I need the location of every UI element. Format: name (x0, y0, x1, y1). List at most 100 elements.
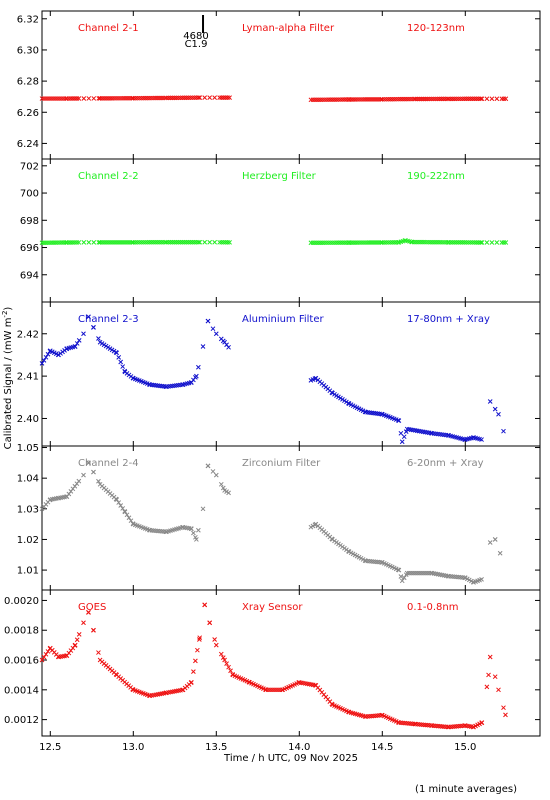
data-point (74, 341, 80, 346)
data-point (189, 680, 194, 685)
data-point (492, 537, 498, 542)
data-point (120, 364, 126, 369)
data-point (218, 651, 224, 657)
data-point (126, 515, 132, 521)
data-point (226, 664, 231, 670)
y-tick-label: 0.0012 (4, 715, 39, 726)
data-point (128, 518, 134, 524)
data-point (197, 635, 203, 641)
data-point (96, 650, 101, 655)
data-point (197, 239, 203, 245)
data-point (492, 406, 498, 412)
data-point (487, 654, 493, 660)
data-point (197, 95, 203, 100)
data-point (213, 331, 219, 337)
y-axis-title-close: ) (3, 307, 14, 311)
data-point (487, 399, 493, 404)
y-axis-title: Calibrated Signal / (mW m-2) (1, 307, 14, 450)
data-point (81, 472, 86, 478)
panel-band: 0.1-0.8nm (407, 602, 459, 613)
data-point (478, 240, 483, 245)
data-point (202, 95, 208, 100)
data-point (484, 684, 490, 690)
data-point (398, 430, 404, 436)
data-point (396, 418, 402, 423)
data-point (401, 434, 407, 440)
panel-band: 17-80nm + Xray (407, 314, 490, 325)
data-point (191, 530, 196, 536)
y-tick-label: 0.0018 (4, 626, 39, 637)
y-tick-label: 6.30 (17, 45, 39, 56)
data-point (81, 620, 86, 626)
data-point (91, 96, 97, 101)
data-point (399, 578, 405, 584)
y-tick-label: 694 (20, 270, 39, 281)
data-point (91, 469, 96, 475)
data-point (76, 240, 82, 245)
data-point (494, 240, 500, 245)
panel-band: 190-222nm (407, 171, 465, 182)
y-tick-label: 0.0014 (4, 685, 39, 696)
data-point (205, 318, 211, 324)
data-point (118, 359, 124, 365)
event-class: C1.9 (185, 39, 208, 50)
data-point (497, 550, 503, 556)
y-tick-label: 6.28 (17, 77, 39, 88)
data-point (91, 240, 97, 245)
y-tick-label: 1.03 (17, 504, 39, 515)
data-point (479, 577, 484, 582)
data-point (503, 240, 509, 245)
data-point (86, 240, 92, 245)
data-point (189, 526, 194, 532)
series-3 (39, 314, 506, 445)
data-point (489, 240, 495, 245)
x-tick-label: 12.5 (39, 742, 61, 753)
x-axis-title: Time / h UTC, 09 Nov 2025 (223, 753, 358, 764)
data-point (194, 373, 199, 379)
data-point (492, 674, 498, 680)
data-point (222, 657, 227, 663)
data-point (403, 429, 409, 434)
data-point (196, 364, 201, 370)
y-tick-label: 1.02 (17, 535, 39, 546)
x-tick-label: 15.0 (454, 742, 476, 753)
data-point (496, 411, 501, 417)
y-axis-title-main: Calibrated Signal / (mW m (3, 318, 14, 450)
data-point (45, 351, 51, 357)
y-tick-label: 702 (20, 161, 39, 172)
data-point (207, 95, 213, 100)
data-point (226, 344, 231, 350)
y-tick-label: 6.24 (17, 139, 39, 150)
data-point (116, 500, 122, 505)
data-point (503, 96, 509, 102)
data-point (401, 575, 407, 581)
data-point (202, 602, 208, 608)
data-point (479, 240, 485, 245)
data-point (114, 350, 120, 356)
x-tick-label: 14.5 (371, 742, 393, 753)
data-point (212, 637, 217, 642)
y-tick-label: 700 (20, 189, 39, 200)
panel-name: Channel 2-4 (78, 458, 139, 469)
data-point (396, 567, 402, 573)
data-point (76, 338, 82, 343)
series-2 (39, 238, 509, 246)
data-point (220, 655, 226, 660)
panel-band: 6-20nm + Xray (407, 458, 484, 469)
data-point (45, 649, 51, 654)
data-point (43, 354, 49, 360)
y-axis-title-sup: -2 (1, 311, 9, 318)
data-point (212, 239, 217, 245)
panel-filter: Zirconium Filter (242, 458, 321, 469)
footnote-averages: (1 minute averages) (415, 784, 517, 795)
data-point (486, 672, 491, 678)
x-axis: 12.5 13.0 13.5 14.0 14.5 15.0 (39, 742, 476, 753)
series-4 (39, 460, 503, 585)
data-point (501, 428, 506, 434)
data-point (124, 512, 130, 518)
data-point (91, 325, 96, 330)
panel-filter: Herzberg Filter (242, 171, 317, 182)
data-point (399, 439, 405, 445)
